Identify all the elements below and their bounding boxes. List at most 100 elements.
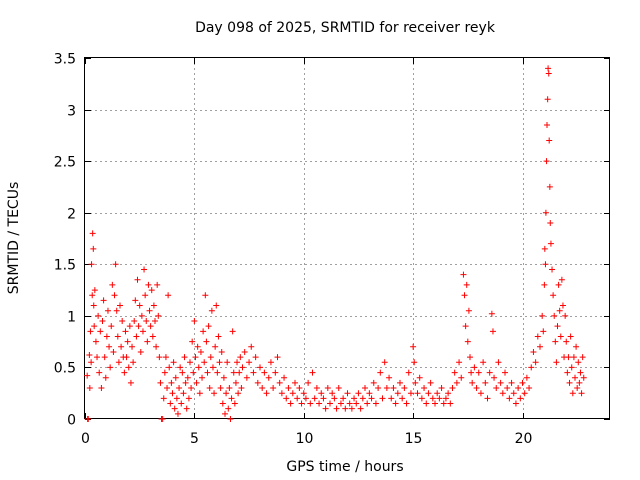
data-point: [134, 276, 141, 283]
data-point: [569, 390, 576, 397]
data-point: [565, 354, 572, 361]
data-point: [298, 400, 305, 407]
data-point: [309, 369, 316, 376]
data-point: [213, 302, 220, 309]
data-point: [372, 400, 379, 407]
data-point: [375, 385, 382, 392]
data-point: [449, 385, 456, 392]
data-point: [252, 354, 259, 361]
data-point: [364, 400, 371, 407]
data-point: [362, 385, 368, 392]
data-point: [102, 374, 109, 381]
y-tick-label: 0: [67, 413, 76, 429]
data-point: [239, 364, 246, 371]
data-point: [342, 405, 349, 412]
data-point: [510, 390, 517, 397]
data-point: [414, 390, 421, 397]
data-point: [226, 385, 233, 392]
data-point: [259, 385, 266, 392]
data-point: [578, 390, 585, 397]
data-point: [305, 379, 312, 386]
data-point: [570, 354, 577, 361]
data-point: [296, 385, 303, 392]
data-point: [523, 374, 530, 381]
data-point: [137, 348, 144, 355]
data-point: [146, 307, 153, 314]
data-point: [558, 276, 565, 283]
data-point: [161, 369, 168, 376]
data-point: [246, 359, 253, 366]
data-point: [109, 281, 116, 288]
data-point: [168, 379, 175, 386]
data-point: [337, 400, 344, 407]
data-point: [203, 338, 210, 345]
data-point: [227, 416, 234, 422]
data-point: [322, 405, 329, 412]
data-point: [469, 379, 476, 386]
data-point: [550, 292, 557, 299]
data-point: [207, 354, 214, 361]
data-point: [580, 374, 587, 381]
data-point: [425, 390, 432, 397]
y-tick-label: 1: [67, 310, 76, 326]
data-point: [392, 400, 399, 407]
data-point: [465, 307, 472, 314]
data-point: [165, 292, 172, 299]
data-point: [154, 281, 161, 288]
data-point: [201, 359, 208, 366]
data-point: [411, 359, 418, 366]
data-point: [159, 416, 166, 422]
data-point: [153, 343, 160, 350]
data-point: [556, 307, 563, 314]
data-point: [383, 385, 390, 392]
data-point: [209, 364, 216, 371]
data-point: [397, 379, 403, 386]
data-point: [104, 307, 111, 314]
data-point: [542, 261, 549, 268]
data-point: [270, 385, 277, 392]
data-point: [192, 354, 199, 361]
data-point: [579, 354, 586, 361]
data-point: [541, 245, 548, 252]
data-point: [124, 338, 131, 345]
data-point: [316, 400, 323, 407]
data-point: [214, 369, 221, 376]
y-tick-label: 2: [67, 207, 76, 223]
y-axis-label: SRMTID / TECUs: [6, 182, 22, 295]
data-point: [224, 359, 231, 366]
data-point: [484, 395, 491, 402]
data-point: [88, 359, 95, 366]
data-point: [405, 369, 412, 376]
data-point: [138, 312, 145, 319]
data-point: [200, 328, 207, 335]
data-point: [464, 338, 471, 345]
data-point: [122, 328, 129, 335]
data-point: [458, 374, 465, 381]
data-point: [123, 354, 130, 361]
data-point: [174, 410, 181, 417]
data-point: [401, 385, 408, 392]
data-point: [311, 395, 318, 402]
data-point: [521, 390, 528, 397]
data-point: [231, 400, 238, 407]
data-point: [427, 379, 434, 386]
data-point: [547, 220, 554, 227]
data-point: [169, 390, 176, 397]
data-point: [386, 374, 393, 381]
data-point: [117, 302, 123, 309]
data-point: [125, 364, 132, 371]
data-point: [460, 271, 467, 278]
data-point: [307, 400, 314, 407]
data-point: [456, 359, 463, 366]
data-point: [573, 343, 580, 350]
data-point: [114, 333, 121, 340]
data-point: [289, 390, 296, 397]
data-point: [440, 400, 447, 407]
data-point: [150, 302, 157, 309]
data-point: [126, 323, 133, 330]
x-tick-label: 20: [515, 431, 533, 447]
data-point: [103, 333, 110, 340]
data-point: [177, 364, 184, 371]
data-point: [399, 395, 406, 402]
